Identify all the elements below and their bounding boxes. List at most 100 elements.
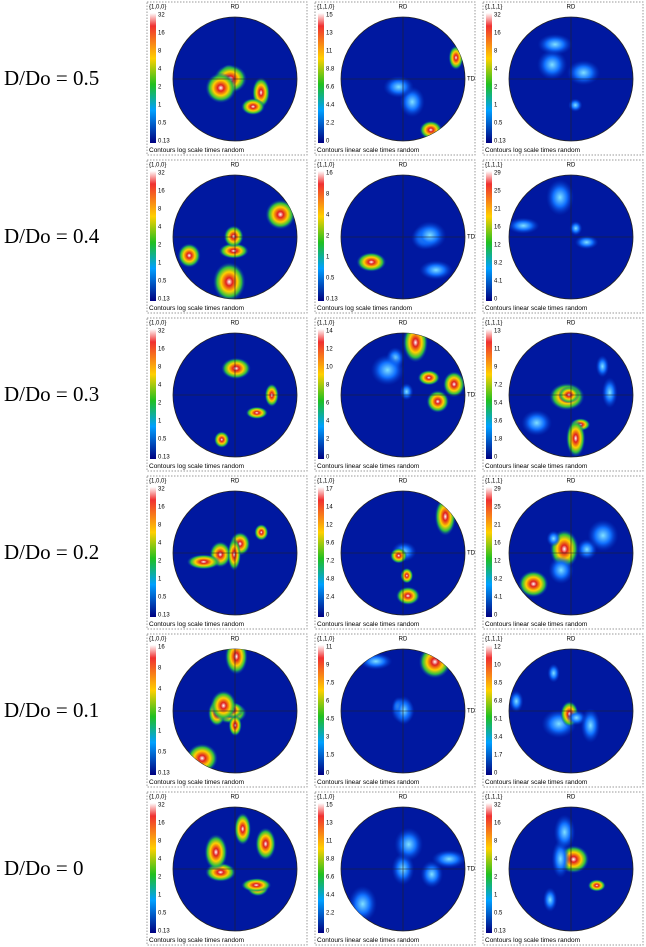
scale-label: 4.8 xyxy=(326,577,335,583)
scale-label: 11 xyxy=(326,645,333,651)
color-bar xyxy=(150,487,156,617)
intensity-blob xyxy=(394,827,424,862)
scale-label: 0.5 xyxy=(158,750,167,756)
scale-label: 0 xyxy=(326,455,330,461)
color-bar xyxy=(318,803,324,933)
scale-label: 32 xyxy=(494,13,501,19)
scale-label: 0 xyxy=(326,613,330,619)
intensity-blob xyxy=(265,199,296,230)
scale-label: 14 xyxy=(326,329,333,335)
intensity-blob xyxy=(400,567,414,584)
rd-label: RD xyxy=(567,163,576,169)
intensity-blob xyxy=(509,690,524,713)
intensity-blobs xyxy=(348,827,465,923)
scale-label: 21 xyxy=(494,207,501,213)
scale-label: 4 xyxy=(494,857,498,863)
pole-figure: {1,0,0} RD 16 8 4 2 1 0.5 0.13 Contours log scale… xyxy=(146,633,308,788)
color-bar xyxy=(486,645,492,775)
intensity-blob xyxy=(383,75,414,98)
color-bar xyxy=(486,487,492,617)
scale-label: 29 xyxy=(494,487,501,493)
color-bar xyxy=(318,171,324,301)
caption: Contours linear scale times random xyxy=(317,463,419,470)
td-label: TD xyxy=(467,235,476,241)
caption: Contours linear scale times random xyxy=(485,305,587,312)
intensity-blob xyxy=(595,355,610,378)
scale-label: 4 xyxy=(494,67,498,73)
scale-label: 16 xyxy=(158,189,165,195)
pole-figure: {1,0,0} RD 32 16 8 4 2 1 0.5 0.13 Contours log sca… xyxy=(146,1,308,156)
rd-label: RD xyxy=(399,637,408,643)
scale-label: 9 xyxy=(494,365,498,371)
scale-label: 2 xyxy=(158,875,162,881)
caption: Contours log scale times random xyxy=(149,463,244,470)
pole-figure: {1,0,0} RD 32 16 8 4 2 1 0.5 0.13 Contours log sca… xyxy=(146,159,308,314)
scale-label: 16 xyxy=(158,505,165,511)
scale-label: 16 xyxy=(326,171,333,177)
scale-label: 0.5 xyxy=(158,911,167,917)
scale-label: 0 xyxy=(494,771,498,777)
scale-label: 6.6 xyxy=(326,875,335,881)
color-bar xyxy=(486,803,492,933)
intensity-blob xyxy=(566,60,601,86)
pole-figure: {1,1,1} RD 13 11 9 7.2 5.4 3.6 1.8 0 Contours line… xyxy=(482,317,644,472)
scale-label: 10 xyxy=(326,365,333,371)
caption: Contours linear scale times random xyxy=(317,779,419,786)
scale-label: 0 xyxy=(494,455,498,461)
plane-label: {1,1,0} xyxy=(317,321,334,327)
scale-label: 8.5 xyxy=(494,681,503,687)
scale-label: 32 xyxy=(158,803,165,809)
pole-figure: {1,0,0} RD 32 16 8 4 2 1 0.5 0.13 Contours log sca… xyxy=(146,317,308,472)
scale-label: 0.5 xyxy=(494,911,503,917)
scale-label: 29 xyxy=(494,171,501,177)
scale-label: 17 xyxy=(326,487,333,493)
scale-label: 0.13 xyxy=(158,297,170,303)
scale-label: 12 xyxy=(494,243,501,249)
caption: Contours linear scale times random xyxy=(485,621,587,628)
scale-label: 16 xyxy=(158,821,165,827)
caption: Contours log scale times random xyxy=(317,305,412,312)
pole-figure: {1,1,1} RD 12 10 8.5 6.8 5.1 3.4 1.7 0 Contours li… xyxy=(482,633,644,788)
scale-label: 13 xyxy=(326,821,333,827)
intensity-blob xyxy=(390,547,408,564)
scale-label: 7.2 xyxy=(494,383,503,389)
scale-label: 4.4 xyxy=(326,103,335,109)
intensity-blob xyxy=(254,524,269,541)
scale-label: 0.5 xyxy=(158,279,167,285)
pole-figure: {1,1,0} RD TD 15 13 11 8.8 6.6 4.4 2.2 0 Contours l… xyxy=(314,791,476,946)
plane-label: {1,0,0} xyxy=(149,637,166,643)
scale-label: 2 xyxy=(494,875,498,881)
scale-label: 3 xyxy=(326,735,330,741)
scale-label: 0.13 xyxy=(158,613,170,619)
rd-label: RD xyxy=(399,321,408,327)
row-label: D/Do = 0.1 xyxy=(4,698,99,722)
pole-figure: {1,1,1} RD 29 25 21 16 12 8.2 4.1 0 Contours linea… xyxy=(482,159,644,314)
intensity-blob xyxy=(224,649,248,675)
color-bar xyxy=(318,329,324,459)
scale-label: 0.13 xyxy=(494,929,506,935)
intensity-blob xyxy=(518,570,549,598)
scale-label: 12 xyxy=(326,347,333,353)
scale-label: 8.8 xyxy=(326,857,335,863)
scale-label: 0 xyxy=(326,929,330,935)
rd-label: RD xyxy=(399,479,408,485)
scale-label: 2.2 xyxy=(326,911,335,917)
color-bar xyxy=(150,645,156,775)
plane-label: {1,0,0} xyxy=(149,163,166,169)
scale-label: 15 xyxy=(326,803,333,809)
intensity-blob xyxy=(443,371,465,398)
plane-label: {1,0,0} xyxy=(149,321,166,327)
intensity-blob xyxy=(566,419,586,457)
pole-figure: {1,1,0} RD TD 14 12 10 8 6 4 2 0 Contours linear sc… xyxy=(314,317,476,472)
scale-label: 6 xyxy=(326,699,330,705)
plane-label: {1,0,0} xyxy=(149,795,166,801)
td-label: TD xyxy=(467,709,476,715)
scale-label: 7.5 xyxy=(326,681,335,687)
caption: Contours linear scale times random xyxy=(317,621,419,628)
scale-label: 3.4 xyxy=(494,735,503,741)
intensity-blob xyxy=(521,409,553,436)
intensity-blob xyxy=(241,878,272,893)
intensity-blob xyxy=(568,98,583,112)
